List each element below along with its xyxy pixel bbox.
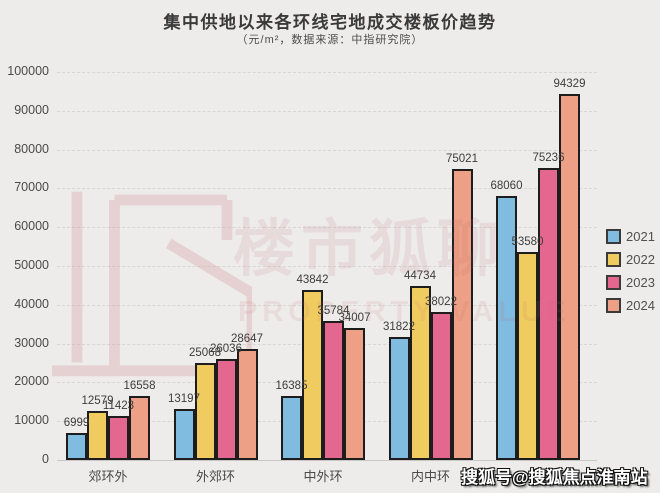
bar-value-label: 43842 xyxy=(296,274,329,286)
bar-2022 xyxy=(302,290,323,460)
bar-2021 xyxy=(66,433,87,460)
y-axis-tick-label: 30000 xyxy=(14,335,49,350)
bar-2021 xyxy=(173,409,195,460)
gridline xyxy=(57,110,597,112)
legend-label: 2021 xyxy=(626,229,655,244)
bar-2024 xyxy=(451,169,473,460)
y-axis-tick-label: 0 xyxy=(42,452,49,466)
watermark-center-text: 楼市狐聊 xyxy=(233,215,506,284)
chart-subtitle: （元/m²，数据来源：中指研究院） xyxy=(236,34,424,46)
bar-value-label: 34007 xyxy=(338,312,371,324)
legend-item-2022: 2022 xyxy=(606,252,655,267)
bar-2023 xyxy=(108,416,129,460)
y-axis-tick-label: 90000 xyxy=(14,102,49,117)
y-axis-tick-label: 50000 xyxy=(14,258,49,272)
legend-item-2021: 2021 xyxy=(606,229,655,244)
watermark-center-subtext: PROPERTY VALUE xyxy=(238,296,572,328)
bar-2022 xyxy=(409,286,431,460)
bar-value-label: 26036 xyxy=(210,343,242,355)
gridline xyxy=(57,188,597,190)
bar-2023 xyxy=(538,168,559,460)
bar-2021 xyxy=(496,196,517,460)
bar-value-label: 94329 xyxy=(553,78,586,90)
legend-item-2023: 2023 xyxy=(606,275,655,290)
bar-2021 xyxy=(281,396,302,460)
bar-value-label: 38022 xyxy=(425,296,457,308)
legend-label: 2024 xyxy=(626,298,655,313)
bar-value-label: 28647 xyxy=(231,333,263,345)
legend-swatch-icon xyxy=(606,275,621,290)
bar-value-label: 68060 xyxy=(490,180,523,192)
y-axis-tick-label: 100000 xyxy=(7,64,49,78)
bar-2024 xyxy=(236,349,258,460)
bar-2023 xyxy=(215,359,237,460)
bar-value-label: 44734 xyxy=(404,270,436,282)
watermark-sohu-badge: 搜狐号@搜狐焦点淮南站 xyxy=(461,468,648,487)
bar-value-label: 75236 xyxy=(532,152,565,164)
y-axis-tick-label: 80000 xyxy=(14,141,49,156)
legend-swatch-icon xyxy=(606,252,621,267)
chart-title: 集中供地以来各环线宅地成交楼板价趋势 xyxy=(163,13,497,32)
bar-value-label: 31822 xyxy=(383,321,415,333)
gridline xyxy=(57,460,597,461)
y-axis-tick-label: 70000 xyxy=(14,180,49,195)
bar-value-label: 13197 xyxy=(168,393,200,405)
x-axis-label: 内中环 xyxy=(410,469,450,484)
bar-2022 xyxy=(194,363,216,460)
bar-2023 xyxy=(323,321,344,460)
gridline xyxy=(57,149,597,151)
bar-value-label: 12579 xyxy=(81,395,114,407)
y-axis-tick-label: 10000 xyxy=(14,413,49,428)
legend-item-2024: 2024 xyxy=(606,298,655,313)
bar-2023 xyxy=(430,312,452,460)
x-axis-label: 外郊环 xyxy=(195,469,235,484)
bar-2024 xyxy=(344,328,365,460)
bar-2022 xyxy=(87,411,108,460)
chart-legend: 2021 2022 2023 2024 xyxy=(606,229,655,321)
gridline xyxy=(57,227,597,229)
legend-swatch-icon xyxy=(606,298,621,313)
legend-label: 2023 xyxy=(626,275,655,290)
x-axis-label: 中外环 xyxy=(303,469,343,484)
bar-value-label: 75021 xyxy=(446,153,478,165)
bar-value-label: 16385 xyxy=(275,380,308,392)
bar-value-label: 16558 xyxy=(123,380,156,392)
bar-2024 xyxy=(129,396,150,460)
bar-value-label: 53580 xyxy=(511,236,544,248)
bar-2022 xyxy=(517,252,538,460)
bar-value-label: 35784 xyxy=(317,305,350,317)
legend-label: 2022 xyxy=(626,252,655,267)
y-axis-tick-label: 20000 xyxy=(14,374,49,389)
gridline xyxy=(57,304,597,306)
y-axis-tick-label: 40000 xyxy=(14,296,49,311)
bar-value-label: 25068 xyxy=(189,347,221,359)
x-axis-label: 郊环外 xyxy=(88,469,128,484)
bar-2024 xyxy=(559,94,580,460)
legend-swatch-icon xyxy=(606,229,621,244)
gridline xyxy=(57,266,597,267)
y-axis-tick-label: 60000 xyxy=(14,219,49,234)
bar-value-label: 6999 xyxy=(63,417,90,429)
bar-2021 xyxy=(388,337,410,460)
bar-value-label: 11423 xyxy=(102,400,135,412)
gridline xyxy=(57,72,597,73)
